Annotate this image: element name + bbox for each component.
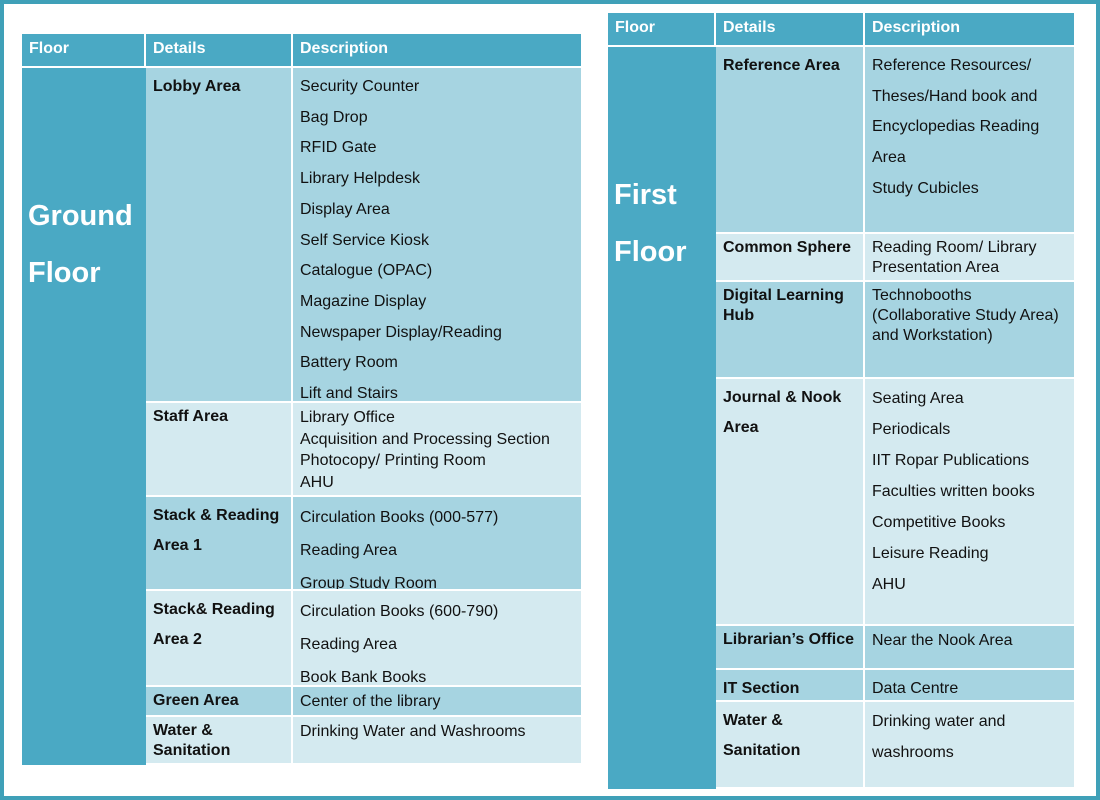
details-cell: Journal & Nook Area xyxy=(716,379,865,626)
description-item: Technobooths (Collaborative Study Area) … xyxy=(872,287,1059,344)
details-cell: Water & Sanitation xyxy=(716,702,865,789)
header-cell: Floor xyxy=(22,34,144,66)
description-item: Near the Nook Area xyxy=(872,632,1013,649)
description-item: Magazine Display xyxy=(300,292,427,310)
description-item: Leisure Reading xyxy=(872,545,989,562)
description-cell: Library Office Acquisition and Processing… xyxy=(293,403,583,497)
details-cell: Lobby Area xyxy=(146,68,293,403)
description-cell: Center of the library xyxy=(293,687,583,717)
description-cell: Drinking water and washrooms xyxy=(865,702,1076,789)
description-item: Study Cubicles xyxy=(872,179,979,197)
description-cell: Near the Nook Area xyxy=(865,626,1076,670)
description-cell: Security Counter Bag Drop RFID Gate Library… xyxy=(293,68,583,403)
header-cell: Description xyxy=(293,34,581,66)
description-item: Faculties written books xyxy=(872,483,1035,500)
description-item: Catalogue (OPAC) xyxy=(300,262,433,280)
floor-label: Ground Floor xyxy=(22,68,146,765)
details-cell: Stack& Reading Area 2 xyxy=(146,591,293,687)
floor-label: First Floor xyxy=(608,47,716,789)
description-item: Photocopy/ Printing Room xyxy=(300,452,486,469)
description-item: Group Study Room xyxy=(300,575,437,591)
description-cell: Seating Area Periodicals IIT Ropar Publica… xyxy=(865,379,1076,626)
description-item: Library Helpdesk xyxy=(300,170,421,188)
description-item: Book Bank Books xyxy=(300,669,427,686)
description-item: IIT Ropar Publications xyxy=(872,452,1030,469)
description-item: Display Area xyxy=(300,200,390,218)
description-cell: Data Centre xyxy=(865,670,1076,702)
header-cell: Floor xyxy=(608,13,714,45)
description-item: Drinking Water and Washrooms xyxy=(300,723,526,740)
description-cell: Reading Room/ Library Presentation Area xyxy=(865,234,1076,282)
description-item: Lift and Stairs xyxy=(300,385,398,403)
description-item: AHU xyxy=(300,473,334,491)
description-item: AHU xyxy=(872,576,906,593)
description-cell: Reference Resources/ Theses/Hand book an… xyxy=(865,47,1076,234)
details-cell: Stack & Reading Area 1 xyxy=(146,497,293,591)
description-item: Reference Resources/ Theses/Hand book an… xyxy=(872,57,1040,167)
description-item: Center of the library xyxy=(300,693,441,710)
description-item: Periodicals xyxy=(872,421,951,438)
description-item: Reading Room/ Library Presentation Area xyxy=(872,239,1037,276)
description-item: Circulation Books (600-790) xyxy=(300,603,499,620)
description-item: Reading Area xyxy=(300,636,397,653)
details-cell: IT Section xyxy=(716,670,865,702)
description-item: Reading Area xyxy=(300,542,397,559)
description-item: Battery Room xyxy=(300,354,398,372)
description-item: Data Centre xyxy=(872,680,959,697)
description-cell: Drinking Water and Washrooms xyxy=(293,717,583,765)
description-item: RFID Gate xyxy=(300,139,377,157)
description-item: Circulation Books (000-577) xyxy=(300,509,499,526)
description-item: Library Office xyxy=(300,409,395,426)
description-item: Drinking water and washrooms xyxy=(872,713,1006,761)
description-cell: Technobooths (Collaborative Study Area) … xyxy=(865,282,1076,379)
details-cell: Reference Area xyxy=(716,47,865,234)
details-cell: Staff Area xyxy=(146,403,293,497)
description-cell: Circulation Books (600-790) Reading Area B… xyxy=(293,591,583,687)
details-cell: Digital Learning Hub xyxy=(716,282,865,379)
header-cell: Details xyxy=(716,13,863,45)
description-item: Seating Area xyxy=(872,390,964,407)
description-item: Competitive Books xyxy=(872,514,1006,531)
description-item: Acquisition and Processing Section xyxy=(300,430,550,448)
details-cell: Common Sphere xyxy=(716,234,865,282)
description-item: Self Service Kiosk xyxy=(300,231,429,249)
description-item: Bag Drop xyxy=(300,108,368,126)
description-cell: Circulation Books (000-577) Reading Area G… xyxy=(293,497,583,591)
details-cell: Librarian’s Office xyxy=(716,626,865,670)
details-cell: Green Area xyxy=(146,687,293,717)
description-item: Security Counter xyxy=(300,78,420,95)
header-cell: Description xyxy=(865,13,1074,45)
description-item: Newspaper Display/Reading xyxy=(300,323,502,341)
header-cell: Details xyxy=(146,34,291,66)
details-cell: Water & Sanitation xyxy=(146,717,293,765)
